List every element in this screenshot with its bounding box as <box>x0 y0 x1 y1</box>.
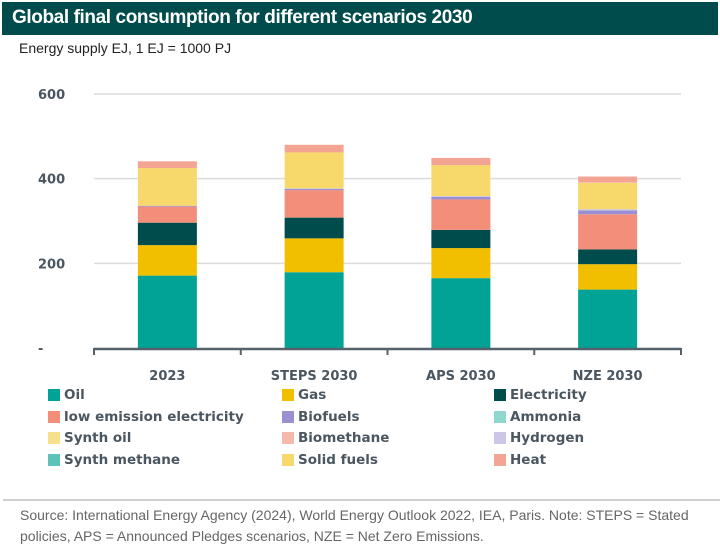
legend-swatch <box>48 410 60 423</box>
x-tick-label: STEPS 2030 <box>271 369 358 384</box>
bar-segment-solid-fuels <box>137 168 197 206</box>
legend-label: Heat <box>510 451 547 468</box>
chart-subtitle: Energy supply EJ, 1 EJ = 1000 PJ <box>19 40 232 56</box>
bar-segment-electricity <box>284 217 344 239</box>
title-bar: Global final consumption for different s… <box>2 2 718 35</box>
y-tick-label: 200 <box>38 257 65 272</box>
bar-segment-low-emission-electricity <box>578 214 638 250</box>
legend-label: Biofuels <box>298 408 360 425</box>
bar-segment-biomethane <box>578 182 638 183</box>
legend-label: Electricity <box>510 387 587 403</box>
legend-swatch <box>494 432 506 444</box>
bar-stack <box>284 144 344 348</box>
stacked-bar-chart: - 200 400 600 2023 STEPS 2030 APS 2030 NZE 203… <box>38 88 682 384</box>
legend-swatch <box>48 453 60 466</box>
bar-stack <box>431 157 491 348</box>
bar-segment-solid-fuels <box>578 182 638 210</box>
bar-segment-biofuels <box>137 205 197 207</box>
legend-swatch <box>282 410 294 423</box>
legend-swatch <box>282 432 294 444</box>
y-tick-label: - <box>38 342 43 357</box>
bar-segment-gas <box>137 245 197 276</box>
legend-label: Biomethane <box>298 430 390 446</box>
x-axis-ticks: 2023 STEPS 2030 APS 2030 NZE 2030 <box>149 369 642 384</box>
legend-item: Heat <box>494 450 546 470</box>
bar-segment-biofuels <box>578 210 638 215</box>
legend-swatch <box>282 389 294 401</box>
bar-segment-oil <box>431 278 491 348</box>
legend-item: Oil <box>48 385 85 405</box>
x-tick-label: 2023 <box>149 369 185 384</box>
legend-label: Ammonia <box>510 408 582 425</box>
bar-segment-gas <box>431 248 491 279</box>
legend-swatch <box>282 453 294 466</box>
legend-item: Ammonia <box>494 407 581 427</box>
legend-label: Solid fuels <box>298 451 378 468</box>
bar-segment-heat <box>137 161 197 169</box>
legend-item: Electricity <box>494 385 587 405</box>
legend-label: Gas <box>298 387 327 403</box>
legend-item: low emission electricity <box>48 407 244 427</box>
bar-segment-biofuels <box>431 196 491 200</box>
legend-label: Synth methane <box>64 451 181 468</box>
bar-segment-heat <box>284 144 344 153</box>
legend-swatch <box>494 389 506 401</box>
legend-item: Solid fuels <box>282 450 378 470</box>
bar-segment-low-emission-electricity <box>431 199 491 230</box>
bar-segment-heat <box>431 157 491 166</box>
bar-segment-heat <box>578 176 638 183</box>
bar-segment-oil <box>578 289 638 348</box>
bar-segment-gas <box>284 238 344 273</box>
bar-segment-hydrogen <box>578 209 638 211</box>
footer-divider <box>3 499 720 501</box>
legend-label: low emission electricity <box>64 408 244 425</box>
bar-segment-electricity <box>578 249 638 265</box>
bar-segment-solid-fuels <box>431 165 491 197</box>
bar-segment-gas <box>578 264 638 290</box>
x-tick-label: NZE 2030 <box>573 369 643 384</box>
bar-segment-electricity <box>431 229 491 249</box>
legend-swatch <box>494 453 506 466</box>
y-axis-ticks: - 200 400 600 <box>38 88 65 357</box>
legend: Oil Gas Electricity low emission electricit… <box>48 385 688 473</box>
legend-label: Oil <box>64 387 85 403</box>
bar-stack <box>578 176 638 348</box>
y-tick-label: 400 <box>38 173 65 188</box>
source-note: Source: International Energy Agency (202… <box>20 507 689 544</box>
legend-item: Synth methane <box>48 450 180 470</box>
bars <box>137 144 638 348</box>
bar-segment-oil <box>137 275 197 348</box>
legend-swatch <box>494 410 506 423</box>
bar-segment-oil <box>284 272 344 348</box>
legend-item: Hydrogen <box>494 428 584 448</box>
legend-item: Synth oil <box>48 428 131 448</box>
legend-label: Synth oil <box>64 430 132 446</box>
legend-swatch <box>48 432 60 444</box>
chart-title: Global final consumption for different s… <box>12 7 473 28</box>
bar-segment-solid-fuels <box>284 152 344 189</box>
bar-segment-electricity <box>137 222 197 246</box>
y-tick-label: 600 <box>38 88 65 103</box>
legend-label: Hydrogen <box>510 430 585 446</box>
bar-segment-biofuels <box>284 188 344 191</box>
bar-segment-low-emission-electricity <box>137 206 197 223</box>
x-tick-label: APS 2030 <box>426 369 496 384</box>
bar-segment-low-emission-electricity <box>284 190 344 218</box>
legend-item: Gas <box>282 385 326 405</box>
x-axis <box>93 347 682 355</box>
legend-item: Biomethane <box>282 428 389 448</box>
bar-stack <box>137 161 197 348</box>
legend-swatch <box>48 389 60 401</box>
legend-item: Biofuels <box>282 407 360 427</box>
bar-segment-hydrogen <box>431 196 491 197</box>
